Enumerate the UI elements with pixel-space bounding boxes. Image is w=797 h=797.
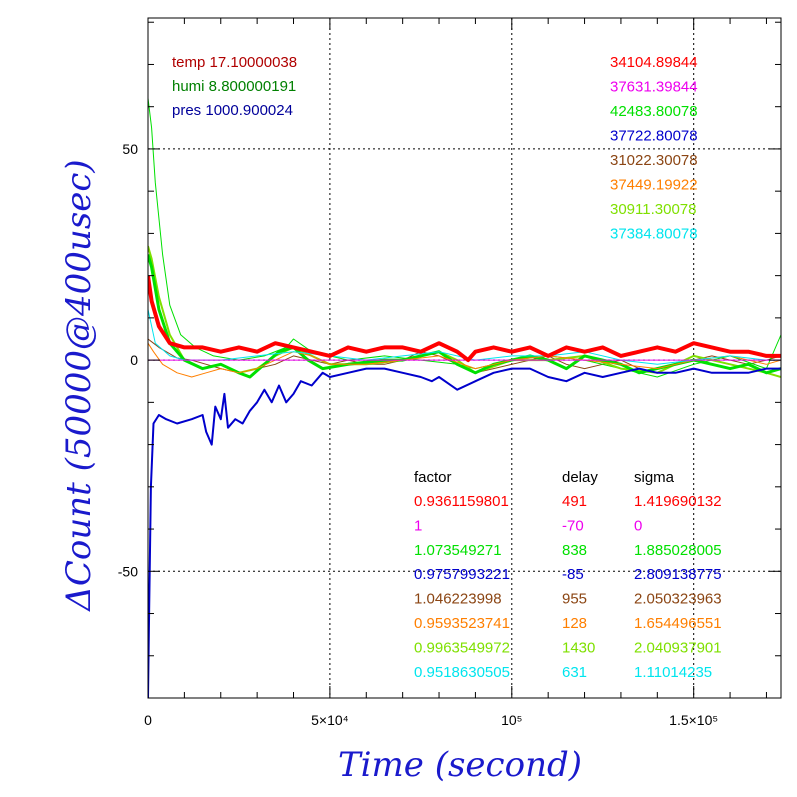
fit-table-cell: 1.073549271 (414, 542, 502, 559)
series-line-8 (148, 275, 781, 363)
fit-table-cell: 491 (562, 493, 587, 510)
environment-entry: temp 17.10000038 (172, 54, 297, 71)
baseline-value: 30911.30078 (610, 201, 696, 218)
fit-table-cell: -85 (562, 566, 584, 583)
fit-table-header: sigma (634, 469, 675, 486)
environment-legend: temp 17.10000038 humi 8.800000191 pres 100… (172, 54, 297, 119)
y-tick-label: -50 (118, 563, 138, 579)
baseline-values: 34104.89844 37631.39844 42483.80078 37722.8… (610, 54, 698, 243)
series-line-4 (148, 342, 781, 378)
fit-table-header: factor (414, 469, 452, 486)
fit-table-cell: 1 (414, 517, 422, 534)
environment-entry: humi 8.800000191 (172, 78, 296, 95)
x-tick-label: 0 (144, 712, 152, 728)
fit-table-cell: 955 (562, 591, 587, 608)
fit-table: factor delay sigma 0.9361159801 491 1.4196901… (414, 469, 722, 681)
series-line-7 (148, 367, 781, 698)
tick-marks (147, 18, 781, 699)
fit-table-header: delay (562, 469, 598, 486)
baseline-value: 37384.80078 (610, 226, 698, 243)
fit-table-cell: 0.9963549972 (414, 639, 510, 656)
baseline-value: 37722.80078 (610, 128, 698, 145)
tick-labels: 0 5×10⁴ 10⁵ 1.5×10⁵ 50 0 -50 (118, 141, 718, 728)
x-axis-title: Time (second) (338, 745, 582, 785)
fit-table-cell: 2.809138775 (634, 566, 722, 583)
fit-table-cell: 1430 (562, 639, 595, 656)
fit-table-cell: -70 (562, 517, 584, 534)
fit-table-cell: 1.654496551 (634, 615, 722, 632)
fit-table-cell: 0 (634, 517, 642, 534)
y-axis-title: ΔCount (50000@400usec) (59, 159, 99, 612)
baseline-value: 34104.89844 (610, 54, 698, 71)
x-tick-label: 5×10⁴ (311, 712, 349, 728)
fit-table-cell: 1.046223998 (414, 591, 502, 608)
fit-table-cell: 0.9593523741 (414, 615, 510, 632)
fit-table-cell: 128 (562, 615, 587, 632)
x-tick-label: 10⁵ (501, 712, 522, 728)
baseline-value: 37449.19922 (610, 177, 698, 194)
fit-table-cell: 1.885028005 (634, 542, 722, 559)
series-group (148, 98, 781, 698)
baseline-value: 42483.80078 (610, 103, 698, 120)
baseline-value: 31022.30078 (610, 152, 698, 169)
fit-table-cell: 0.9757993221 (414, 566, 510, 583)
fit-table-cell: 838 (562, 542, 587, 559)
fit-table-cell: 2.040937901 (634, 639, 722, 656)
fit-table-cell: 0.9361159801 (414, 493, 509, 510)
fit-table-cell: 0.9518630505 (414, 664, 510, 681)
fit-table-cell: 1.11014235 (634, 664, 712, 681)
y-tick-label: 50 (122, 141, 138, 157)
baseline-value: 37631.39844 (610, 79, 698, 96)
y-tick-label: 0 (130, 352, 138, 368)
environment-entry: pres 1000.900024 (172, 102, 293, 119)
fit-table-cell: 1.419690132 (634, 493, 722, 510)
plot-frame (147, 17, 782, 699)
fit-table-cell: 631 (562, 664, 587, 681)
x-tick-label: 1.5×10⁵ (669, 712, 718, 728)
fit-table-cell: 2.050323963 (634, 591, 722, 608)
